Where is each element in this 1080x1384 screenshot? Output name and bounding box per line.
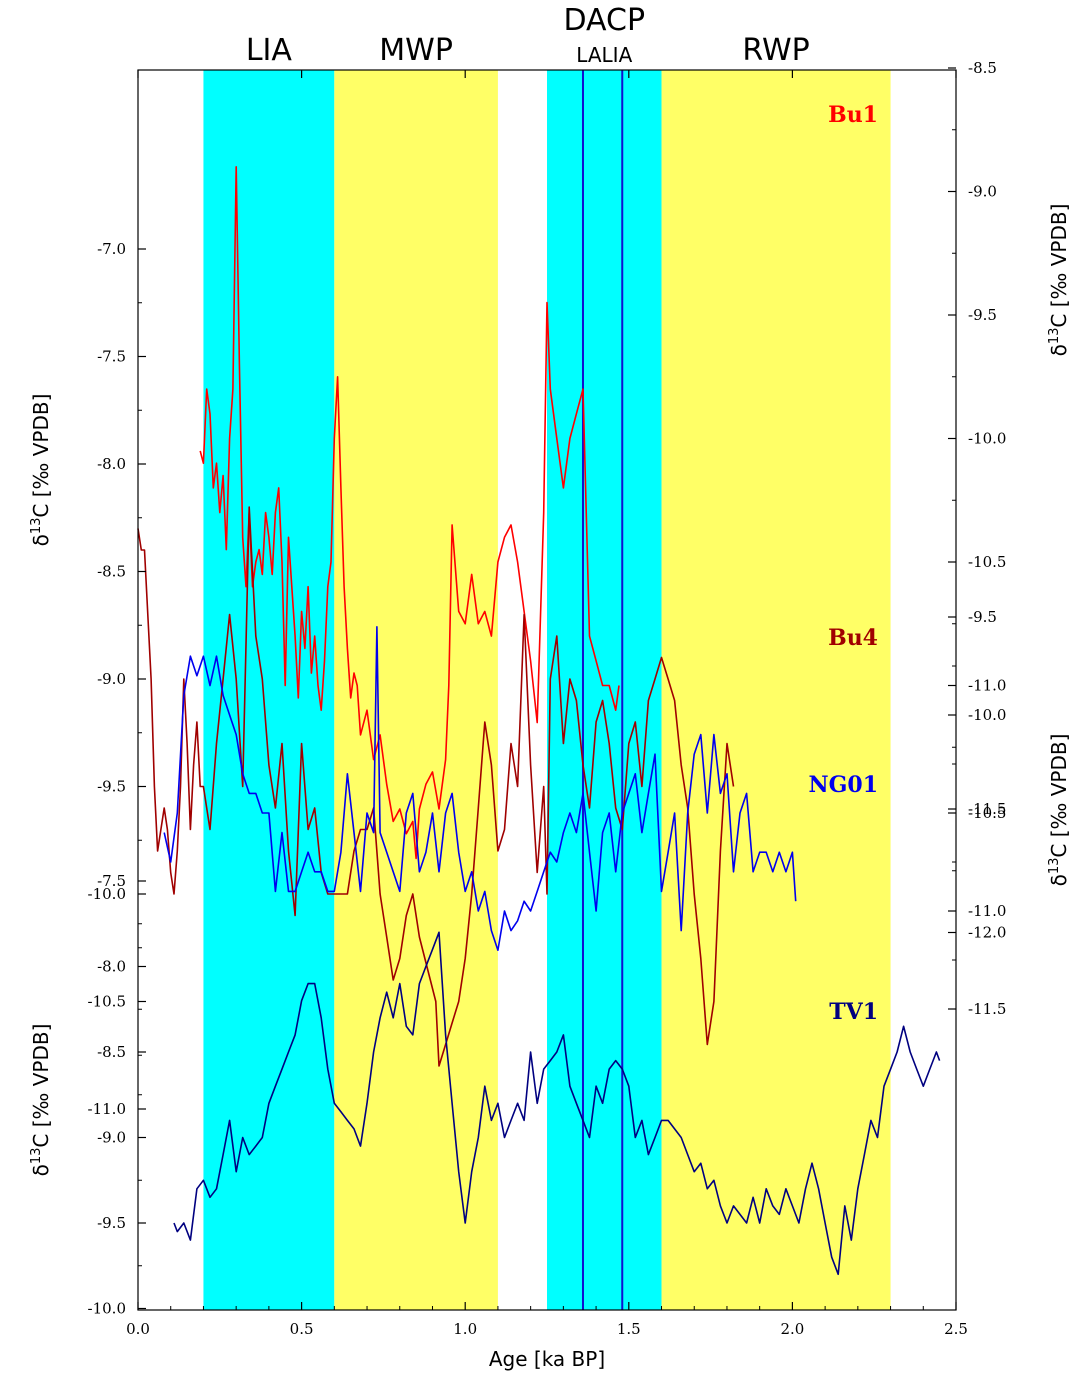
y-tick-label: -10.5 [968,553,1006,571]
series-line-bu4 [137,506,735,1067]
period-label-dacp: DACP [563,3,645,38]
series-label-tv1: TV1 [829,999,878,1025]
y-tick-label: -8.5 [968,59,997,77]
series-lines [137,166,941,1276]
period-band-dacp [547,70,662,1310]
y-tick-label: -10.0 [968,706,1006,724]
period-band-mwp [334,70,498,1310]
y-tick-label: -9.5 [97,778,126,796]
x-axis-label: Age [ka BP] [489,1347,605,1371]
y-tick-label: -11.5 [968,800,1006,818]
y-tick-label: -8.0 [97,455,126,473]
y-tick-label: -8.5 [97,563,126,581]
y-axes: -7.0 -7.5 -8.0 -8.5 -9.0 -9.5 -10.0 -10.5 -11.0 δ… [29,59,1071,1318]
y-axis-label: δ13C [‰ VPDB] [29,1024,53,1177]
x-tick-label: 1.5 [617,1320,641,1338]
y-tick-label: -9.5 [97,1214,126,1232]
y-tick-label: -9.5 [968,608,997,626]
y-axis-label: δ13C [‰ VPDB] [1047,204,1071,357]
y-tick-label: -12.0 [968,924,1006,942]
period-labels: LIA MWP DACP LALIA RWP [246,3,810,68]
y-tick-label: -10.0 [88,885,126,903]
y-tick-label: -11.0 [968,902,1006,920]
y-tick-label: -11.0 [88,1100,126,1118]
y-tick-label: -9.0 [97,1129,126,1147]
series-label-bu1: Bu1 [828,102,878,128]
y-tick-label: -8.0 [97,958,126,976]
y-axis-label: δ13C [‰ VPDB] [1047,734,1071,887]
series-label-bu4: Bu4 [828,625,878,651]
y-tick-label: -8.5 [97,1043,126,1061]
x-tick-label: 2.0 [780,1320,804,1338]
y-tick-label: -9.0 [968,183,997,201]
y-tick-label: -10.0 [968,430,1006,448]
x-tick-label: 1.0 [453,1320,477,1338]
y-tick-label: -7.5 [97,348,126,366]
y-tick-label: -9.5 [968,306,997,324]
period-band-lia [203,70,335,1310]
y-tick-label: -10.5 [88,993,126,1011]
x-tick-label: 0.5 [290,1320,314,1338]
series-line-tv1 [173,931,941,1276]
y-tick-label: -7.0 [97,240,126,258]
series-label-ng01: NG01 [808,772,878,798]
period-label-mwp: MWP [379,33,453,68]
y-tick-label: -10.5 [968,804,1006,822]
period-label-rwp: RWP [742,33,809,68]
series-line-ng01 [163,625,797,952]
period-sublabel: LALIA [576,43,632,67]
plot-frame [137,69,957,1311]
y-tick-label: -7.5 [97,872,126,890]
period-bands [203,70,891,1310]
series-labels: Bu1 Bu4 NG01 TV1 [808,102,878,1025]
y-tick-label: -10.0 [88,1300,126,1318]
y-tick-label: -9.0 [97,670,126,688]
y-axis-label: δ13C [‰ VPDB] [29,394,53,547]
x-tick-label: 2.5 [944,1320,968,1338]
x-axis: 0.0 0.5 1.0 1.5 2.0 2.5 [126,70,968,1338]
lalia-lines [581,70,624,1310]
y-tick-label: -11.5 [968,1000,1006,1018]
period-band-rwp [661,70,891,1310]
x-tick-label: 0.0 [126,1320,150,1338]
period-label-lia: LIA [246,33,293,68]
y-tick-label: -11.0 [968,677,1006,695]
